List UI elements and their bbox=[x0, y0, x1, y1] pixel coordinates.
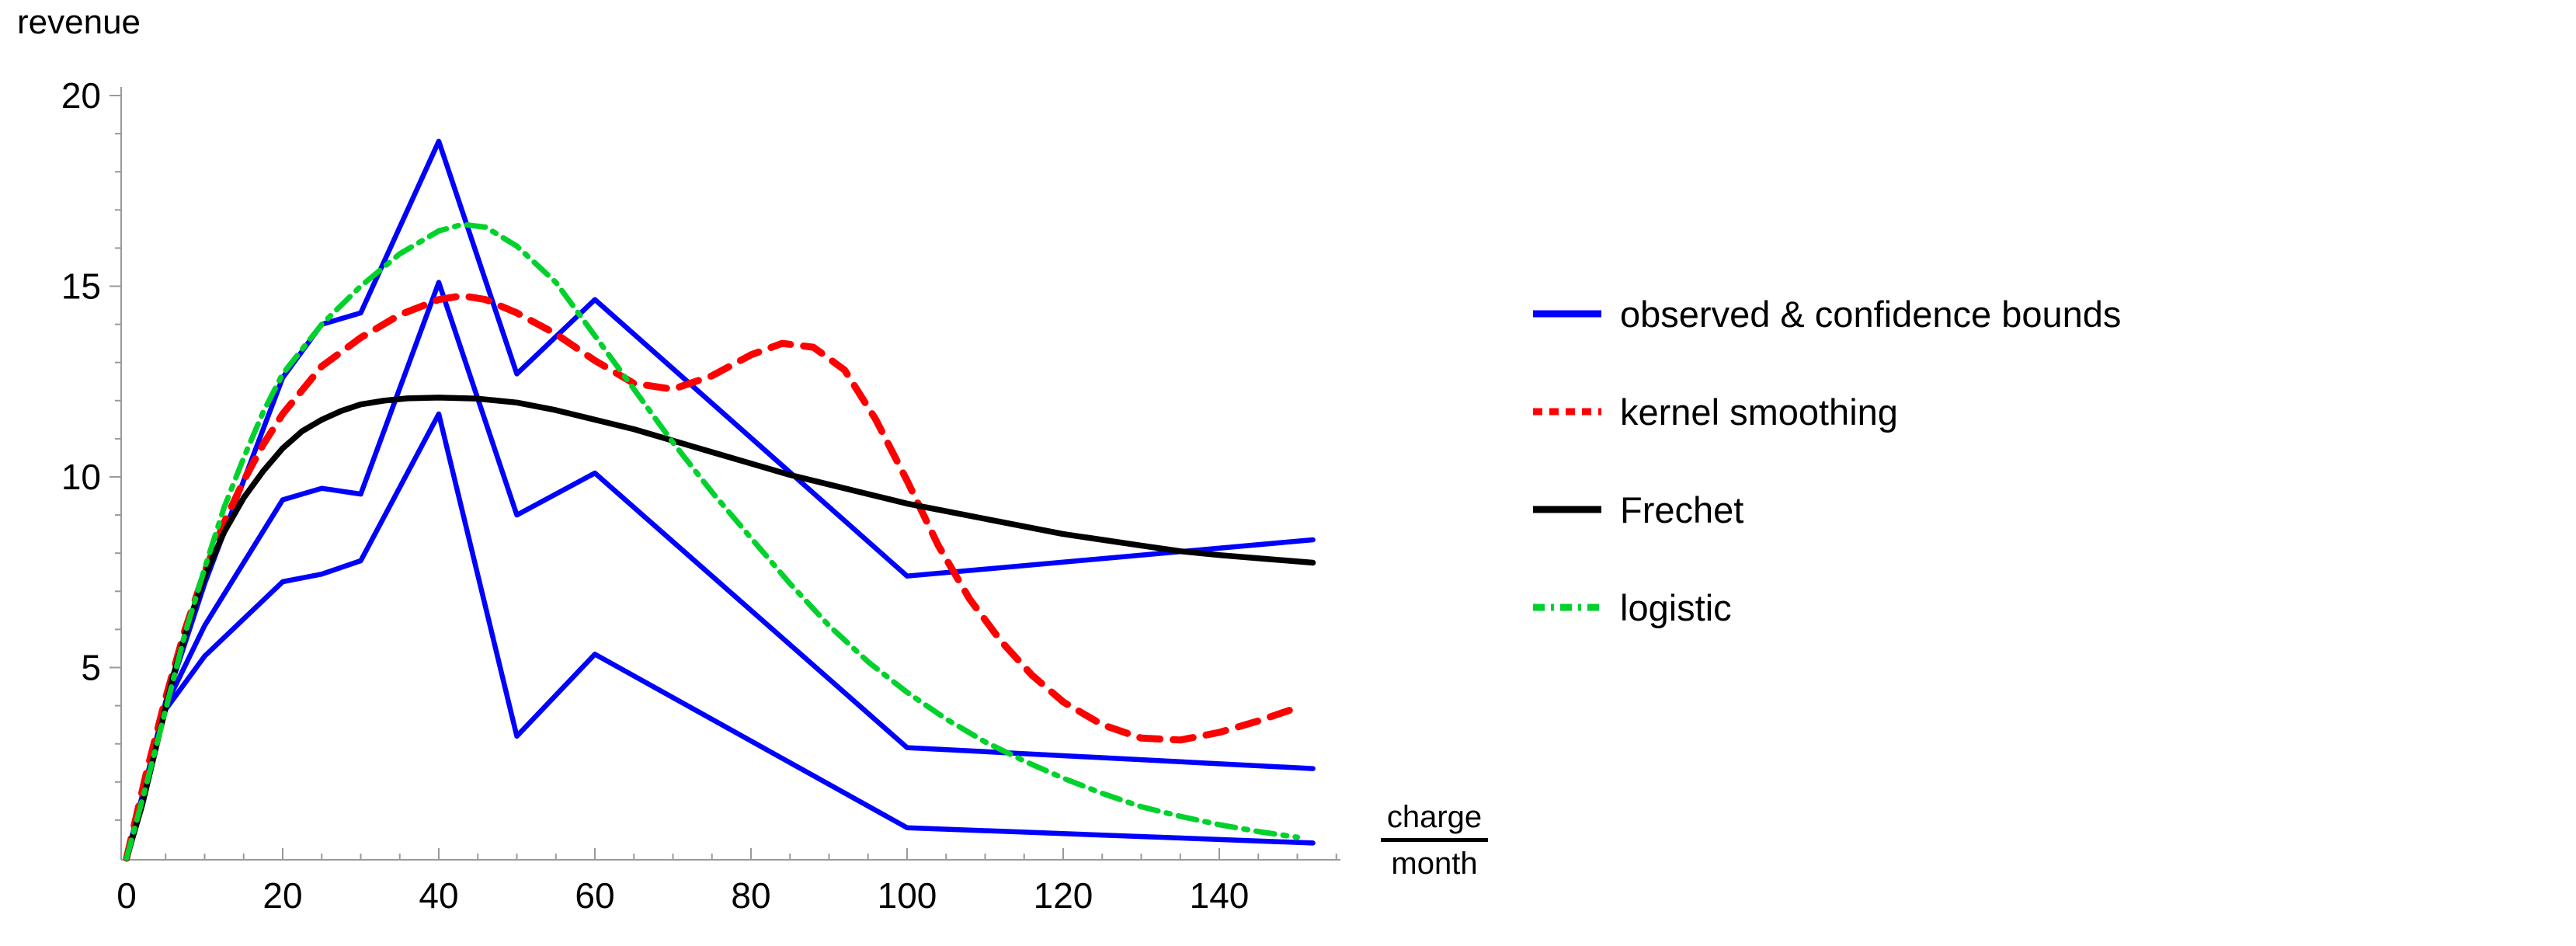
legend-row: observed & confidence bounds bbox=[1531, 286, 2121, 342]
x-tick-label: 100 bbox=[878, 875, 937, 916]
series-observed bbox=[123, 280, 1316, 861]
x-axis-unit-numerator: charge bbox=[1380, 800, 1489, 842]
y-tick-label: 20 bbox=[61, 75, 101, 116]
legend-label: observed & confidence bounds bbox=[1620, 293, 2122, 335]
series-lower-confidence-bound bbox=[123, 411, 1316, 861]
legend-label: kernel smoothing bbox=[1620, 391, 1898, 433]
x-tick-label: 60 bbox=[575, 875, 614, 916]
legend-row: Frechet bbox=[1531, 482, 2121, 537]
legend: observed & confidence bounds kernel smoot… bbox=[1531, 286, 2121, 635]
legend-line-swatch bbox=[1533, 310, 1601, 318]
x-axis-unit-denominator: month bbox=[1391, 847, 1478, 881]
y-tick-label: 10 bbox=[61, 457, 101, 497]
y-tick-label: 5 bbox=[81, 648, 101, 688]
x-tick-label: 0 bbox=[116, 875, 137, 916]
y-axis-title: revenue bbox=[17, 3, 141, 41]
x-tick-label: 40 bbox=[419, 875, 458, 916]
x-tick-label: 20 bbox=[262, 875, 302, 916]
x-axis-unit-label: charge month bbox=[1361, 800, 1508, 882]
series-frechet bbox=[123, 395, 1316, 861]
legend-row: logistic bbox=[1531, 579, 2121, 635]
legend-line-swatch bbox=[1533, 408, 1601, 416]
legend-label: logistic bbox=[1620, 586, 1732, 628]
legend-label: Frechet bbox=[1620, 489, 1744, 530]
legend-line-swatch bbox=[1533, 506, 1601, 513]
legend-line-swatch bbox=[1533, 603, 1601, 611]
y-tick-label: 15 bbox=[61, 266, 101, 307]
series-kernel-smoothing bbox=[123, 292, 1301, 862]
legend-row: kernel smoothing bbox=[1531, 384, 2121, 440]
x-tick-label: 80 bbox=[731, 875, 770, 916]
x-tick-label: 140 bbox=[1190, 875, 1250, 916]
x-tick-label: 120 bbox=[1034, 875, 1093, 916]
series-logistic bbox=[123, 221, 1300, 861]
